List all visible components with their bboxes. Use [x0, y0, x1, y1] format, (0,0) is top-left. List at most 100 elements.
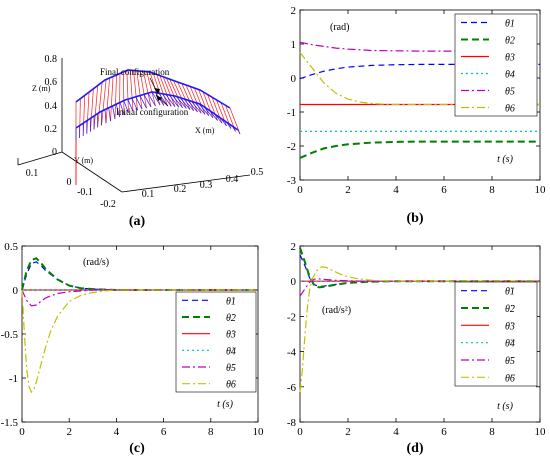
- y-tick-label: -1.5: [1, 417, 19, 429]
- z-axis-label: Z (m): [32, 84, 51, 93]
- final-mesh-line: [106, 78, 110, 123]
- y-tick-label: 0.1: [26, 168, 39, 179]
- legend-label: θ4: [505, 70, 515, 81]
- x-tick-label: 0.1: [142, 189, 155, 200]
- legend-label: θ̇3: [226, 330, 236, 341]
- legend-label: θ5: [505, 87, 515, 98]
- x-tick-label: 8: [489, 184, 495, 196]
- y-tick-label: -0.5: [1, 329, 19, 341]
- series-line-2: [22, 258, 258, 290]
- unit-label: (rad/s): [83, 257, 109, 268]
- annotation-initial: Initial configuration: [116, 107, 189, 117]
- x-tick-label: 0: [297, 426, 303, 438]
- unit-label: (rad/s²): [322, 305, 351, 316]
- z-tick-label: 0.2: [45, 124, 58, 135]
- y-tick-label: 2: [291, 241, 297, 253]
- x-tick-label: 10: [535, 184, 547, 196]
- legend-label: θ̇5: [226, 363, 236, 374]
- y-tick-label: -1: [9, 373, 18, 385]
- panel-a-3d-plot: 0 0.2 0.4 0.6 0.8 Z (m) 0.1 0 -0.1 -0.2 …: [18, 54, 263, 229]
- y-tick-label: -6: [287, 382, 297, 394]
- y-tick-label: 0: [13, 285, 19, 297]
- y-tick-label: -0.1: [77, 187, 93, 198]
- x-tick-label: 0.2: [174, 184, 187, 195]
- final-mesh-line: [111, 77, 114, 122]
- legend-label: θ6: [505, 104, 515, 115]
- y-tick-label: -4: [287, 347, 297, 359]
- x-tick-label: 0.5: [251, 167, 264, 178]
- x-tick-label: 0.3: [200, 180, 213, 191]
- annotation-final: Final configuration: [100, 67, 170, 77]
- z-tick-label: 0: [52, 147, 57, 158]
- legend-box: [455, 282, 537, 386]
- y-tick-label: -3: [287, 175, 297, 187]
- unit-label: (rad): [330, 22, 349, 33]
- y-axis-label: Y (m): [74, 156, 93, 165]
- initial-mesh-line: [113, 106, 116, 119]
- x-tick-label: 10: [253, 426, 265, 438]
- x-axis-label: X (m): [195, 126, 215, 135]
- legend-label: θ̇6: [226, 380, 236, 391]
- y-tick-label: -0.2: [100, 199, 116, 210]
- y-tick-label: -1: [287, 107, 296, 119]
- legend-label: θ̈4: [505, 339, 515, 350]
- x-tick-label: 6: [441, 184, 447, 196]
- legend-label: θ̇4: [226, 346, 236, 357]
- x-tick-label: 10: [535, 426, 547, 438]
- final-mesh-line: [90, 89, 93, 132]
- legend-label: θ̈2: [505, 304, 515, 315]
- x-tick-label: 6: [441, 426, 447, 438]
- x-tick-label: 8: [208, 426, 214, 438]
- y-ticks: 0.1 0 -0.1 -0.2: [26, 168, 116, 210]
- legend-label: θ̈3: [505, 321, 515, 332]
- z-tick-label: 0.8: [45, 54, 58, 65]
- y-tick-label: -8: [287, 417, 297, 429]
- x-ticks: 0.1 0.2 0.3 0.4 0.5: [142, 167, 264, 200]
- y-tick-label: 1: [291, 39, 297, 51]
- y-tick-label: 0.5: [4, 241, 18, 253]
- x-tick-label: 0: [297, 184, 303, 196]
- panel-label: (c): [129, 441, 145, 456]
- x-axis-label: t (s): [497, 154, 514, 165]
- x-tick-label: 4: [393, 426, 399, 438]
- final-mesh-line: [94, 86, 98, 130]
- z-tick-label: 0.4: [45, 101, 58, 112]
- legend-label: θ1: [505, 19, 515, 30]
- panel-label: (b): [406, 211, 423, 226]
- x-tick-label: 6: [161, 426, 167, 438]
- initial-mesh-line: [109, 108, 111, 121]
- legend-label: θ̇1: [226, 296, 236, 307]
- x-axis-label: t (s): [497, 401, 514, 412]
- x-tick-label: 4: [393, 184, 399, 196]
- x-tick-label: 2: [345, 426, 351, 438]
- x-tick-label: 2: [345, 184, 351, 196]
- final-configuration-surface: [76, 70, 240, 140]
- panel-c-joint-velocities: 0 2 4 6 8 10 -1.5 -1 -0.5 0 0.5 (rad/s) t (s) θ̇1 θ̇2 θ…: [1, 241, 264, 456]
- x-tick-label: 2: [66, 426, 72, 438]
- x-axis-label: t (s): [217, 399, 234, 410]
- legend-label: θ̈5: [505, 356, 515, 367]
- x-tick-label: 8: [489, 426, 495, 438]
- x-tick-label: 0: [19, 426, 25, 438]
- z-ticks: 0 0.2 0.4 0.6 0.8: [45, 54, 58, 158]
- legend-box: [455, 14, 537, 116]
- legend-label: θ̈1: [505, 287, 515, 298]
- legend-label: θ2: [505, 36, 515, 47]
- y-tick-label: -2: [287, 141, 296, 153]
- panel-a-label: (a): [129, 214, 146, 229]
- y-tick-label: 0: [291, 276, 297, 288]
- series-line-1: [22, 262, 258, 290]
- x-tick-label: 4: [114, 426, 120, 438]
- legend-label: θ3: [505, 53, 515, 64]
- y-tick-label: 0: [291, 73, 297, 85]
- initial-mesh-line: [105, 110, 106, 124]
- y-tick-label: 2: [291, 5, 297, 17]
- y-tick-label: 0: [67, 177, 72, 188]
- panel-label: (d): [406, 441, 423, 456]
- x-tick-label: 0.4: [226, 174, 239, 185]
- legend-label: θ̇2: [226, 313, 236, 324]
- legend-box: [176, 292, 256, 392]
